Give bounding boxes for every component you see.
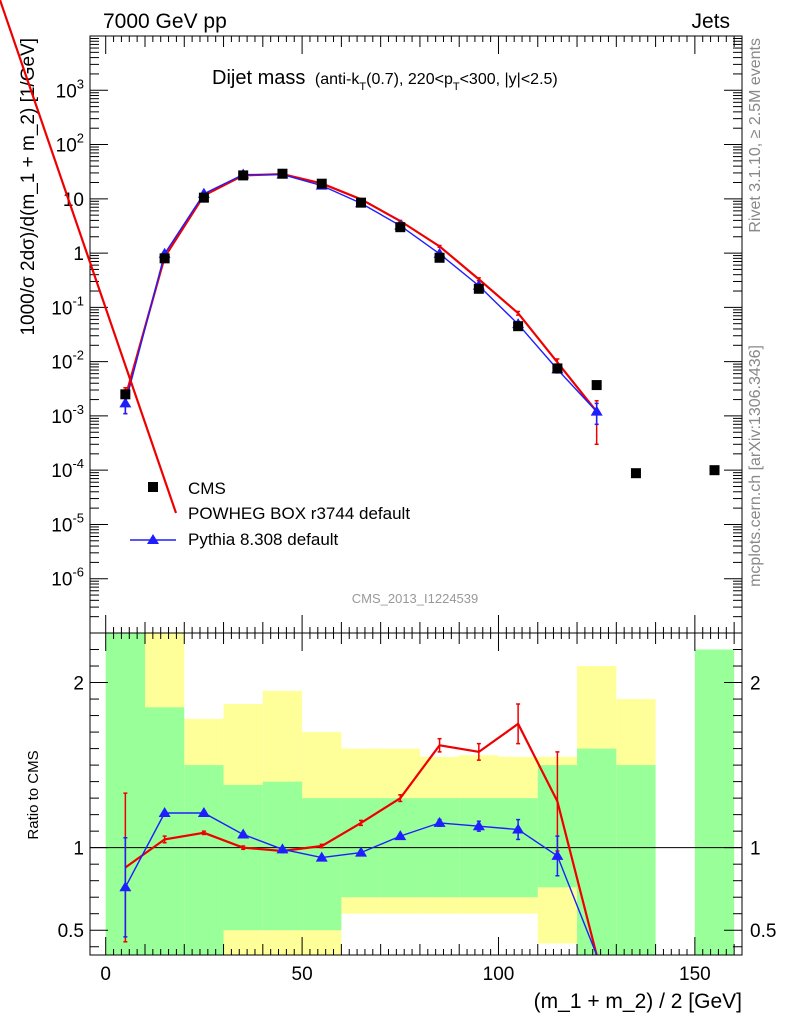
x-axis-label: (m_1 + m_2) / 2 [GeV] bbox=[534, 990, 742, 1013]
cms-data-point bbox=[159, 253, 170, 264]
side-label-top: Rivet 3.1.10, ≥ 2.5M events bbox=[747, 38, 764, 233]
cms-data-point bbox=[591, 380, 602, 391]
x-tick-label: 50 bbox=[292, 964, 313, 985]
ratio-pythia-marker bbox=[472, 820, 485, 831]
y-tick-label-main: 10-2 bbox=[51, 348, 84, 374]
cms-data-point bbox=[277, 168, 288, 179]
series-line-powheg bbox=[124, 173, 598, 413]
y-tick-label-ratio-right: 2 bbox=[750, 674, 761, 695]
legend-line-powheg bbox=[0, 0, 178, 514]
stat-uncertainty-band bbox=[694, 649, 735, 955]
ratio-pythia-marker bbox=[158, 806, 171, 817]
chart-subtitle-sub2: T bbox=[453, 81, 460, 93]
cms-data-point bbox=[709, 465, 720, 476]
ratio-pythia-marker bbox=[512, 823, 525, 834]
cms-data-point bbox=[630, 468, 641, 479]
cms-data-point bbox=[120, 389, 131, 400]
header-right: Jets bbox=[691, 10, 730, 33]
legend-marker-cms bbox=[148, 482, 158, 492]
ratio-pythia-marker bbox=[276, 843, 289, 854]
stat-uncertainty-band bbox=[184, 765, 224, 955]
ratio-frame bbox=[89, 632, 743, 956]
y-tick-label-main: 10-6 bbox=[51, 565, 84, 591]
y-tick-label-main: 10-4 bbox=[51, 456, 84, 482]
y-axis-label-main: 1000/σ 2dσ)/d(m_1 + m_2) [1/GeV] bbox=[18, 38, 39, 336]
legend-marker-pythia bbox=[147, 534, 159, 544]
y-tick-label-main: 1 bbox=[73, 244, 84, 265]
legend-label-pythia: Pythia 8.308 default bbox=[188, 530, 339, 549]
y-tick-label-main: 10-5 bbox=[51, 510, 84, 536]
side-label-bottom: mcplots.cern.ch [arXiv:1306.3436] bbox=[747, 345, 764, 587]
series-line-pythia bbox=[124, 173, 598, 413]
y-tick-label-main: 10 bbox=[63, 190, 84, 211]
y-tick-label-ratio: 1 bbox=[73, 839, 84, 860]
cms-data-point bbox=[198, 192, 209, 203]
ratio-pythia-marker bbox=[119, 881, 132, 892]
legend: CMS POWHEG BOX r3744 default Pythia 8.30… bbox=[0, 0, 410, 549]
x-tick-label: 150 bbox=[679, 964, 711, 985]
cms-data-point bbox=[513, 321, 524, 332]
y-tick-label-main: 102 bbox=[56, 131, 84, 157]
stat-uncertainty-band bbox=[616, 765, 656, 955]
cms-data-point bbox=[434, 252, 445, 263]
y-tick-label-main: 10-3 bbox=[51, 402, 84, 428]
y-tick-label-main: 10-1 bbox=[51, 293, 84, 319]
ratio-pythia-marker bbox=[315, 851, 328, 862]
legend-label-cms: CMS bbox=[188, 479, 226, 498]
x-tick-label: 0 bbox=[100, 964, 111, 985]
stat-uncertainty-band bbox=[577, 748, 617, 955]
chart-title: Dijet mass (anti-kT(0.7), 220<pT<300, |y… bbox=[212, 67, 558, 93]
cms-data-point bbox=[238, 170, 249, 181]
ratio-pythia-marker bbox=[237, 828, 250, 839]
ratio-panel: 0 50 100 150 0.5 0.5 1 1 2 2 Ratio to CMS (m_1 + … bbox=[25, 632, 776, 1013]
ratio-pythia-marker bbox=[433, 816, 446, 827]
pythia-marker bbox=[119, 397, 132, 408]
chart-subtitle: (anti-k bbox=[315, 71, 360, 88]
header-left: 7000 GeV pp bbox=[103, 10, 227, 33]
cms-data-point bbox=[395, 222, 406, 233]
ratio-pythia-marker bbox=[394, 830, 407, 841]
x-tick-label: 100 bbox=[483, 964, 515, 985]
chart-subtitle-mid: (0.7), 220<p bbox=[366, 71, 453, 88]
legend-label-powheg: POWHEG BOX r3744 default bbox=[188, 504, 410, 523]
y-tick-label-main: 103 bbox=[56, 76, 84, 102]
cms-data-point bbox=[356, 197, 367, 208]
y-axis-label-ratio: Ratio to CMS bbox=[25, 750, 42, 839]
ratio-pythia-marker bbox=[355, 846, 368, 857]
y-tick-label-ratio-right: 0.5 bbox=[750, 921, 776, 942]
pythia-marker bbox=[590, 405, 603, 416]
stat-uncertainty-band bbox=[144, 707, 185, 955]
chart-subtitle-end: <300, |y|<2.5) bbox=[460, 71, 558, 88]
cms-data-point bbox=[552, 363, 563, 374]
ratio-pythia-marker bbox=[551, 849, 564, 860]
y-tick-label-ratio-right: 1 bbox=[750, 839, 761, 860]
chart-subtitle-sub1: T bbox=[359, 81, 366, 93]
y-tick-label-ratio: 2 bbox=[73, 674, 84, 695]
chart-title-main: Dijet mass bbox=[212, 67, 305, 89]
watermark: CMS_2013_I1224539 bbox=[352, 591, 479, 606]
stat-uncertainty-band bbox=[262, 781, 303, 931]
stat-uncertainty-band bbox=[302, 798, 342, 931]
cms-data-point bbox=[316, 178, 327, 189]
y-tick-label-ratio: 0.5 bbox=[58, 921, 84, 942]
ratio-pythia-marker bbox=[197, 806, 210, 817]
main-panel: Dijet mass (anti-kT(0.7), 220<pT<300, |y… bbox=[0, 0, 743, 634]
cms-data-point bbox=[473, 283, 484, 294]
stat-uncertainty-band bbox=[223, 784, 263, 931]
